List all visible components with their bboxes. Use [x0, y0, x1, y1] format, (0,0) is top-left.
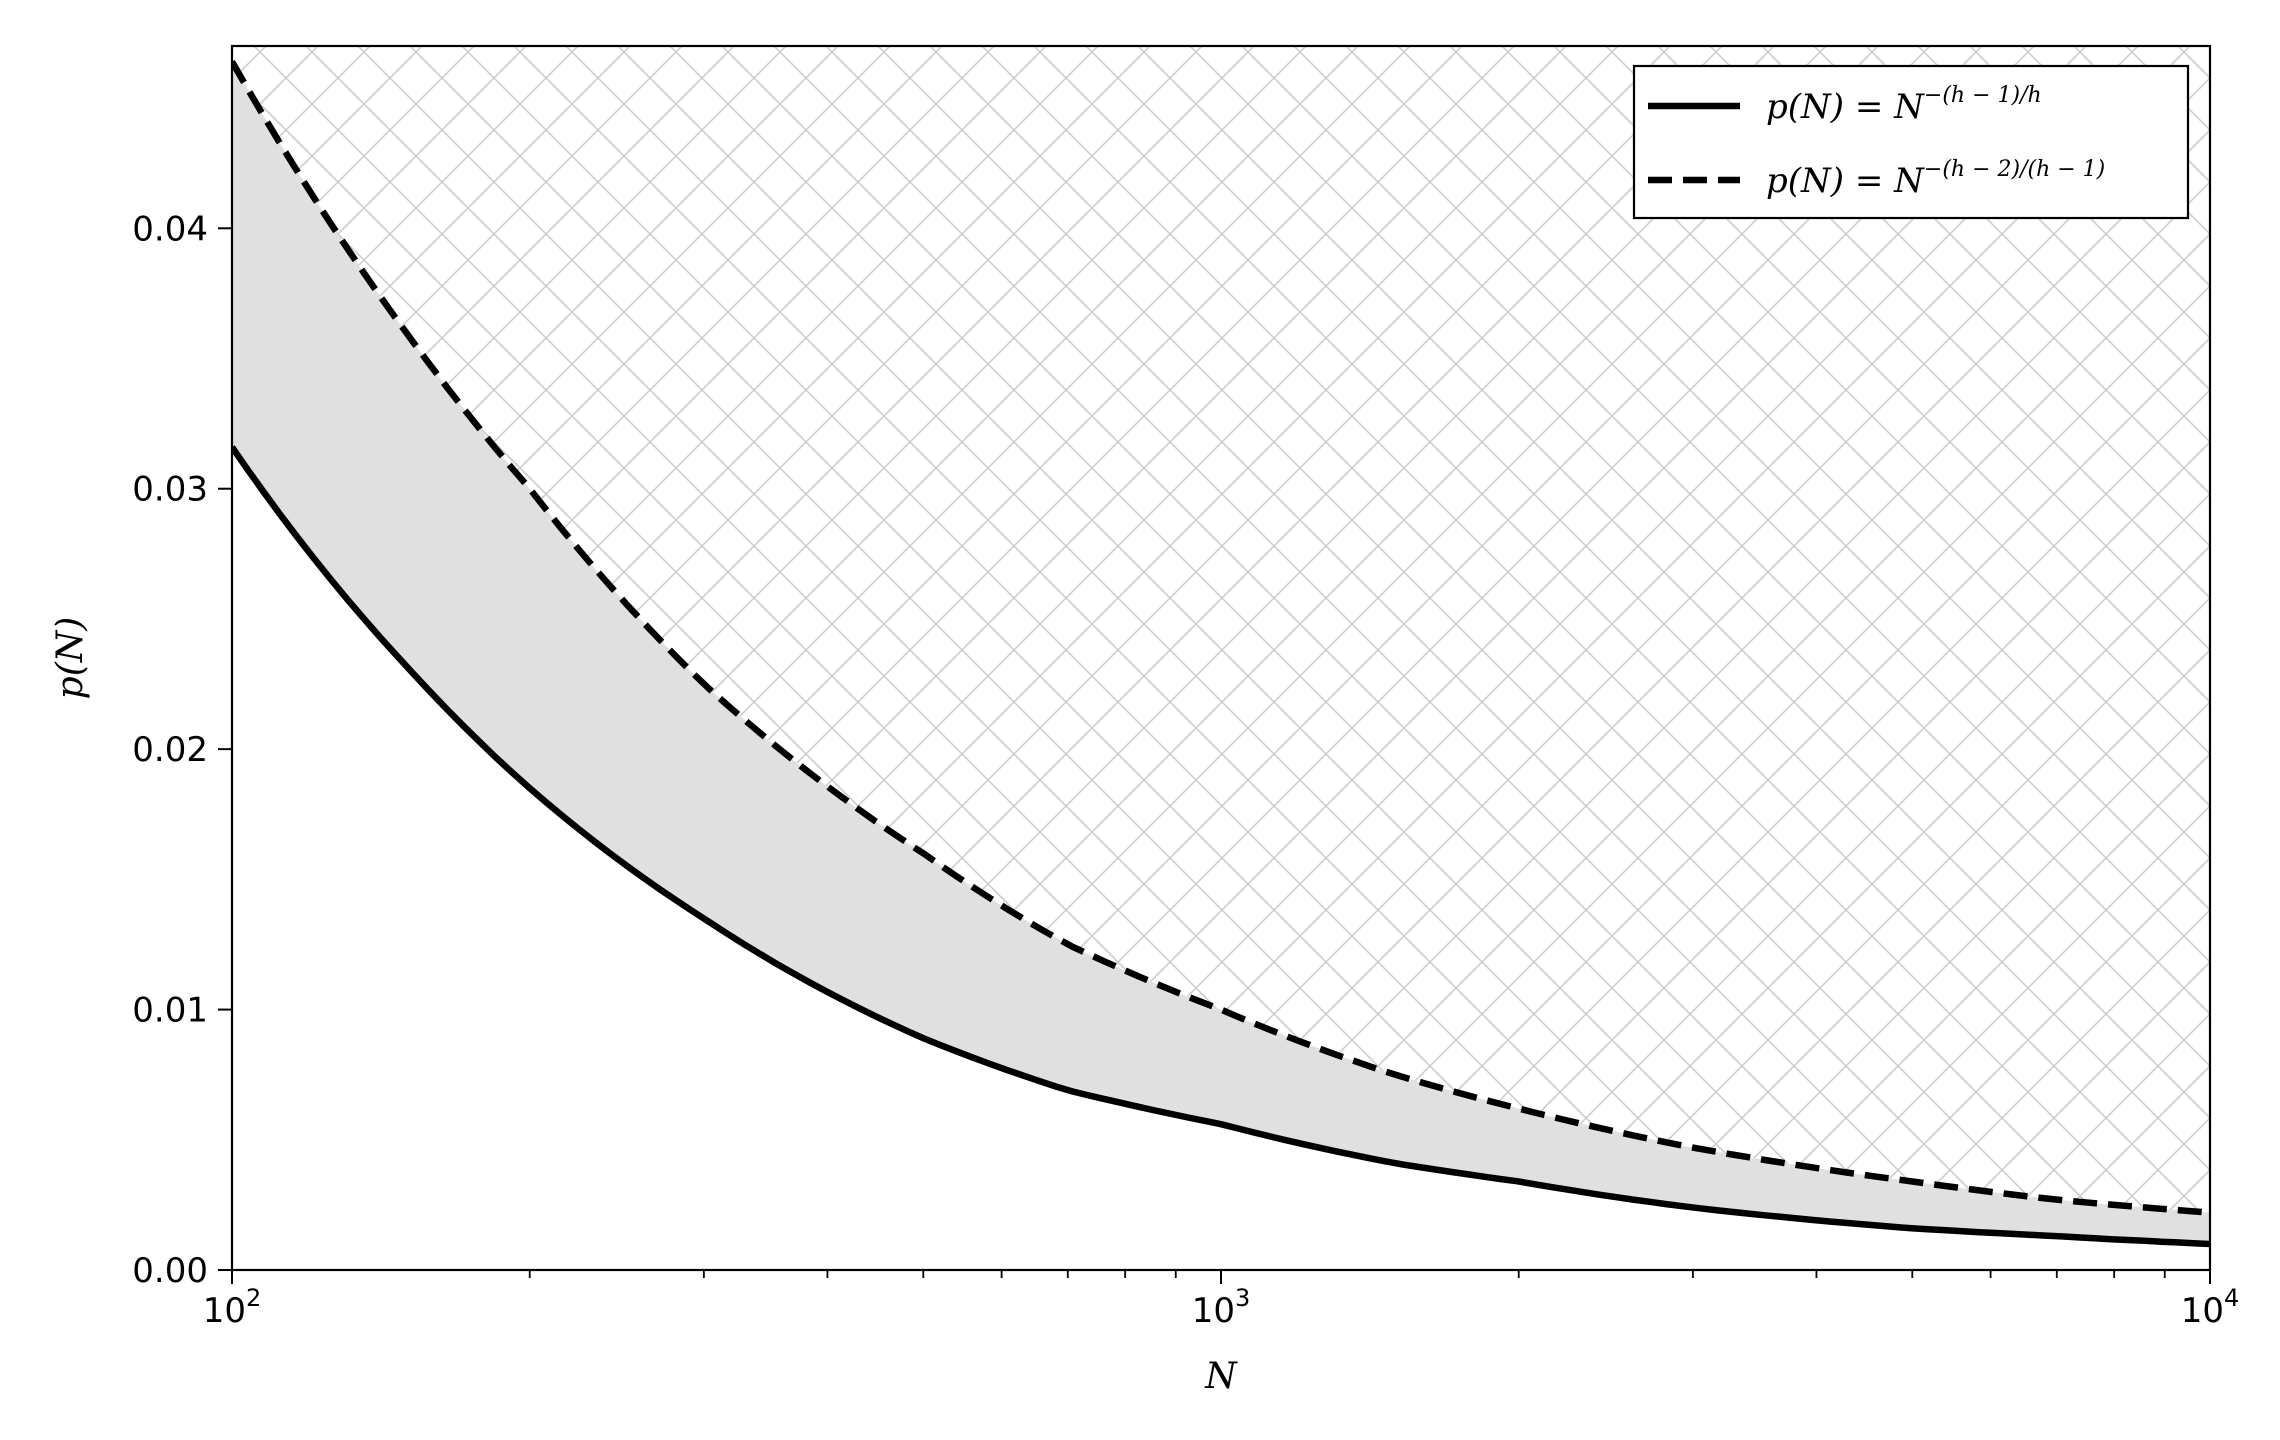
series-line-solid [232, 445, 2210, 1248]
y-tick-label: 0.03 [132, 470, 208, 510]
region-between-curves [232, 61, 2210, 1245]
x-tick-label: 103 [1192, 1284, 1251, 1331]
legend-label: p(N) = N−(h − 1)/h [1766, 83, 2042, 127]
y-axis: 0.00 0.01 0.02 0.03 0.04 [132, 209, 232, 1291]
y-tick-label: 0.00 [132, 1251, 208, 1291]
y-tick-label: 0.01 [132, 991, 208, 1031]
series-line-dashed [232, 59, 2210, 1216]
x-axis-label: N [1204, 1356, 1238, 1397]
legend: p(N) = N−(h − 1)/h p(N) = N−(h − 2)/(h − … [1632, 64, 2190, 220]
legend-label: p(N) = N−(h − 2)/(h − 1) [1766, 157, 2105, 201]
legend-box [1632, 64, 2190, 220]
x-tick-label: 104 [2181, 1284, 2240, 1331]
x-axis: 102 103 104 [203, 1270, 2240, 1331]
y-axis-label: p(N) [50, 617, 91, 700]
y-tick-label: 0.04 [132, 209, 208, 249]
x-tick-label: 102 [203, 1284, 262, 1331]
y-tick-label: 0.02 [132, 730, 208, 770]
region-above-dashed [232, 46, 2210, 1213]
